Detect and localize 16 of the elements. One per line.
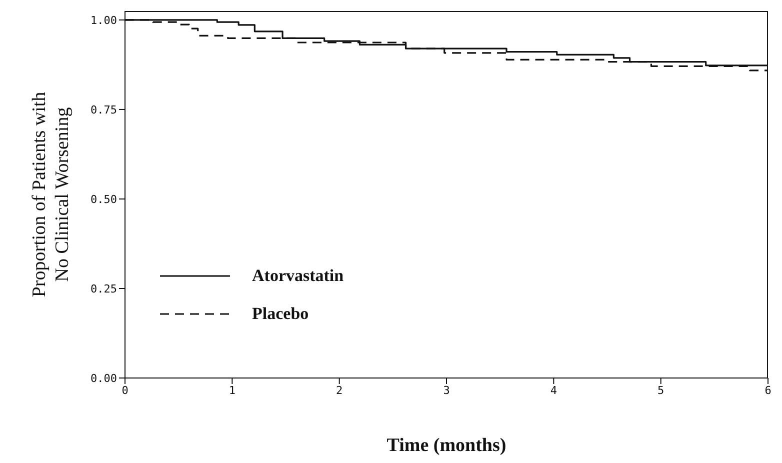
x-tick-label: 0 <box>122 384 128 397</box>
y-axis-title: Proportion of Patients with No Clinical Worsening <box>29 91 73 298</box>
legend-label: Atorvastatin <box>252 266 344 286</box>
y-tick-label: 0.00 <box>90 372 117 385</box>
x-tick-label: 5 <box>658 384 664 397</box>
x-axis-title: Time (months) <box>386 435 506 456</box>
y-tick-label: 0.50 <box>90 192 117 206</box>
x-tick-label: 1 <box>228 384 236 397</box>
x-tick-label: 3 <box>443 384 450 397</box>
legend-label: Placebo <box>252 304 309 324</box>
x-tick-label: 4 <box>550 384 558 397</box>
y-tick-label: 0.75 <box>90 103 117 116</box>
y-tick-label: 1.00 <box>90 14 117 27</box>
y-tick-label: 0.25 <box>90 282 117 296</box>
x-tick-label: 6 <box>764 384 772 397</box>
x-tick-label: 2 <box>336 384 343 397</box>
